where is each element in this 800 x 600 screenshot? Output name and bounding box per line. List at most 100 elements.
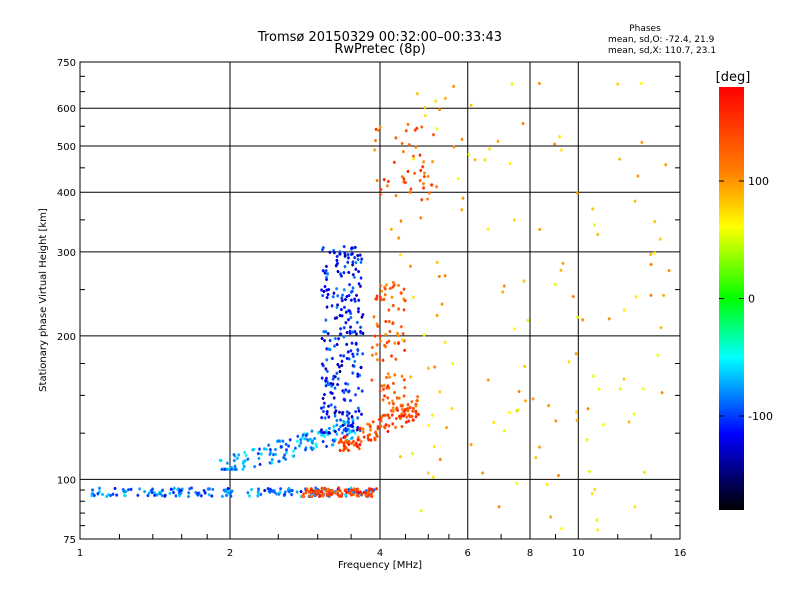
data-point — [331, 296, 335, 298]
data-point — [324, 368, 328, 370]
data-point — [343, 255, 347, 257]
data-point — [366, 435, 370, 437]
phase-legend-x: mean, sd,X: 110.7, 23.1 — [608, 46, 716, 56]
data-point — [335, 424, 339, 426]
data-point — [186, 496, 190, 498]
data-point — [360, 413, 364, 415]
data-point — [274, 453, 278, 455]
data-point — [196, 492, 200, 494]
data-point — [375, 359, 379, 361]
data-point — [406, 404, 410, 406]
data-point — [396, 284, 400, 286]
data-point — [336, 295, 340, 297]
data-point — [342, 391, 346, 393]
data-point — [373, 149, 377, 151]
data-point — [361, 428, 365, 430]
data-point — [405, 408, 409, 410]
data-point — [351, 492, 355, 494]
data-point — [350, 430, 354, 432]
data-point — [560, 528, 564, 530]
data-point — [349, 487, 353, 489]
data-point — [431, 476, 435, 478]
data-point — [359, 366, 363, 368]
data-point — [366, 423, 370, 425]
data-point — [228, 467, 232, 469]
data-point — [105, 495, 109, 497]
data-point — [338, 253, 342, 255]
data-point — [168, 492, 172, 494]
colorbar-tick-label: 0 — [748, 293, 755, 306]
data-point — [227, 490, 231, 492]
data-point — [394, 358, 398, 360]
data-point — [348, 332, 352, 334]
data-point — [356, 488, 360, 490]
data-point — [310, 430, 314, 432]
data-point — [387, 417, 391, 419]
data-point — [351, 372, 355, 374]
data-point — [336, 490, 340, 492]
data-point — [414, 416, 418, 418]
data-point — [409, 376, 413, 378]
data-point — [350, 494, 354, 496]
data-point — [321, 295, 325, 297]
data-point — [314, 443, 318, 445]
data-point — [350, 425, 354, 427]
data-point — [397, 308, 401, 310]
data-point — [327, 416, 331, 418]
data-point — [270, 490, 274, 492]
data-point — [375, 344, 379, 346]
data-point — [270, 459, 274, 461]
data-point — [324, 319, 328, 321]
data-point — [382, 388, 386, 390]
data-point — [587, 471, 591, 473]
data-point — [348, 400, 352, 402]
data-point — [359, 331, 363, 333]
data-point — [338, 426, 342, 428]
data-point — [385, 376, 389, 378]
data-point — [337, 442, 341, 444]
data-point — [374, 433, 378, 435]
data-point — [431, 161, 435, 163]
data-point — [106, 494, 110, 496]
grid-lines — [80, 62, 680, 539]
data-point — [320, 429, 324, 431]
data-point — [318, 495, 322, 497]
data-point — [268, 453, 272, 455]
data-point — [367, 492, 371, 494]
data-point — [303, 488, 307, 490]
data-point — [354, 411, 358, 413]
data-point — [347, 310, 351, 312]
data-point — [375, 295, 379, 297]
data-point — [356, 494, 360, 496]
data-point — [596, 233, 600, 235]
data-point — [379, 417, 383, 419]
data-point — [342, 424, 346, 426]
data-point — [368, 434, 372, 436]
data-point — [218, 459, 222, 461]
data-point — [324, 385, 328, 387]
data-point — [438, 458, 442, 460]
data-point — [571, 296, 575, 298]
data-point — [153, 492, 157, 494]
data-point — [172, 492, 176, 494]
data-point — [342, 445, 346, 447]
data-point — [321, 488, 325, 490]
data-point — [413, 129, 417, 131]
data-point — [345, 434, 349, 436]
data-point — [402, 340, 406, 342]
data-point — [278, 491, 282, 493]
data-point — [354, 268, 358, 270]
data-point — [325, 493, 329, 495]
data-point — [332, 397, 336, 399]
data-point — [161, 489, 165, 491]
data-point — [545, 483, 549, 485]
data-point — [281, 440, 285, 442]
data-point — [642, 471, 646, 473]
data-point — [324, 265, 328, 267]
data-point — [429, 184, 433, 186]
data-point — [311, 490, 315, 492]
data-point — [312, 492, 316, 494]
data-point — [556, 474, 560, 476]
data-point — [278, 440, 282, 442]
